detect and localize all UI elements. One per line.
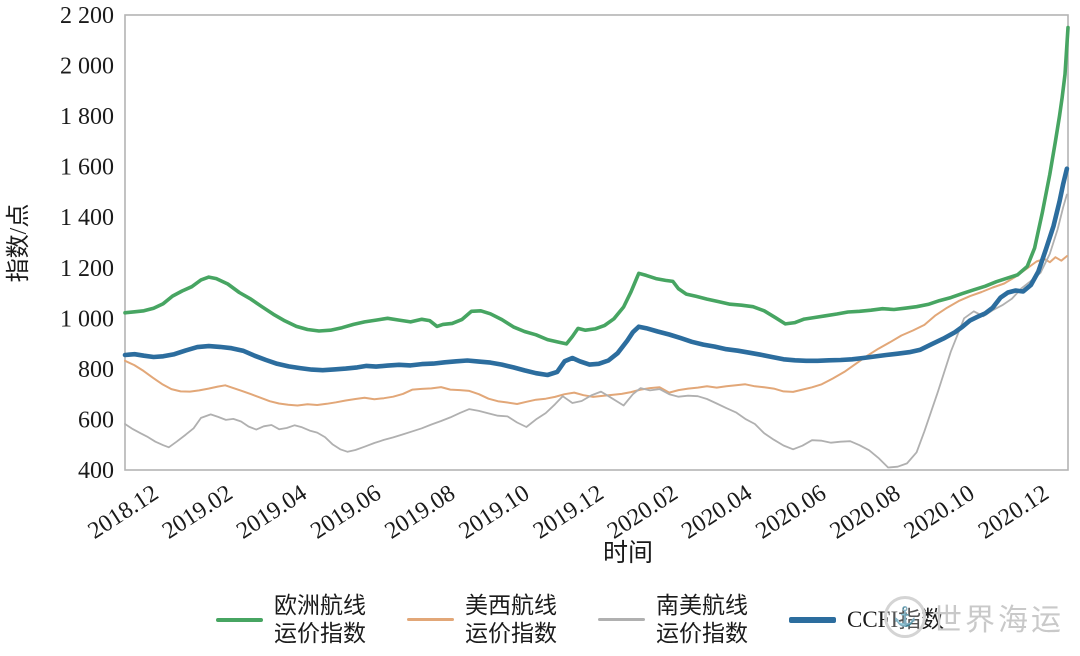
legend-label-us-west-route: 美西航线 运价指数 [465,593,557,646]
y-tick-label: 2 000 [60,54,114,80]
x-tick-label: 2019.10 [455,480,535,544]
legend-item-south-america-route: 南美航线 运价指数 [598,592,748,647]
legend-label-south-america-route: 南美航线 运价指数 [656,593,748,646]
x-tick-label: 2019.04 [232,480,312,544]
x-tick-label: 2020.04 [677,480,757,544]
y-tick-label: 1 000 [60,306,114,332]
legend-swatch-us-west-route [407,618,454,622]
x-tick-label: 2020.08 [826,480,906,544]
legend-label-ccfi: CCFI指数 [847,606,945,632]
plot-area-border [124,14,1069,471]
line-us-west-route [124,255,1068,407]
x-tick-label: 2019.06 [306,480,386,544]
y-tick-label: 600 [78,407,114,433]
legend-item-ccfi: CCFI指数 [789,606,944,634]
line-ccfi [122,166,1070,378]
y-tick-label: 800 [78,357,114,383]
x-tick-label: 2019.08 [380,480,460,544]
line-south-america-route [124,193,1068,469]
x-tick-label: 2019.12 [529,480,609,544]
y-axis-title: 指数/点 [5,204,32,283]
y-tick-label: 1 400 [60,205,114,231]
y-tick-label: 1 800 [60,104,114,130]
y-tick-label: 1 200 [60,256,114,282]
legend-item-us-west-route: 美西航线 运价指数 [407,592,557,647]
chart-legend: 欧洲航线 运价指数 美西航线 运价指数 南美航线 运价指数 CCFI指数 [216,592,944,647]
x-tick-label: 2020.12 [974,480,1054,544]
line-europe-route [123,25,1070,346]
legend-swatch-south-america-route [598,618,645,622]
legend-swatch-ccfi [789,616,836,623]
legend-item-europe-route: 欧洲航线 运价指数 [216,592,366,647]
x-axis-title: 时间 [603,539,653,567]
x-tick-label: 2018.12 [84,480,164,544]
x-tick-label: 2020.02 [603,480,683,544]
legend-swatch-europe-route [216,617,263,622]
y-tick-label: 2 200 [60,3,114,29]
y-tick-label: 400 [78,458,114,484]
x-tick-label: 2020.10 [900,480,980,544]
x-tick-label: 2019.02 [158,480,238,544]
y-tick-label: 1 600 [60,155,114,181]
legend-label-europe-route: 欧洲航线 运价指数 [274,593,366,646]
x-tick-label: 2020.06 [751,480,831,544]
